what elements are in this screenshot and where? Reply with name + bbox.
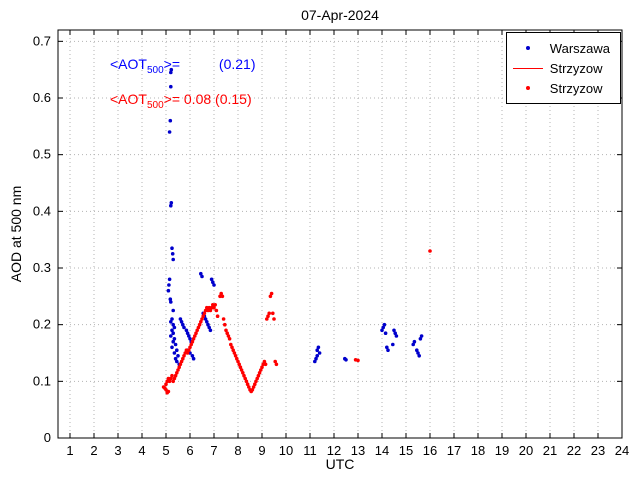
svg-text:13: 13 <box>351 443 365 458</box>
svg-text:24: 24 <box>615 443 629 458</box>
svg-text:0.2: 0.2 <box>33 317 51 332</box>
svg-text:20: 20 <box>519 443 533 458</box>
svg-text:4: 4 <box>138 443 145 458</box>
svg-text:0.5: 0.5 <box>33 147 51 162</box>
svg-text:0.6: 0.6 <box>33 90 51 105</box>
legend-marker <box>513 46 543 50</box>
annotation-warszawa-mean: <AOT500>= (0.21) <box>110 56 255 76</box>
legend: Warszawa Strzyzow Strzyzow <box>505 32 621 104</box>
annotation-text-post: >= (0.21) <box>163 56 256 72</box>
series-strzyzow <box>161 249 432 395</box>
tick-labels: 1 2 3 4 5 6 7 8 9 10 11 12 13 14 15 16 17 18 19 20 21 22 23 240… <box>33 33 629 458</box>
svg-text:9: 9 <box>258 443 265 458</box>
annotation-subscript: 500 <box>146 99 164 111</box>
svg-text:0.4: 0.4 <box>33 203 51 218</box>
svg-text:0.1: 0.1 <box>33 373 51 388</box>
svg-text:6: 6 <box>186 443 193 458</box>
legend-item-strzyzow-dot: Strzyzow <box>513 78 610 98</box>
annotation-subscript: 500 <box>146 64 164 76</box>
svg-text:14: 14 <box>375 443 389 458</box>
svg-text:8: 8 <box>234 443 241 458</box>
svg-text:0.7: 0.7 <box>33 33 51 48</box>
legend-item-strzyzow-line: Strzyzow <box>512 58 610 78</box>
legend-marker <box>513 86 543 90</box>
x-axis-label: UTC <box>325 456 355 472</box>
svg-text:18: 18 <box>471 443 485 458</box>
line-marker-icon <box>512 67 543 69</box>
svg-text:21: 21 <box>543 443 557 458</box>
legend-item-warszawa: Warszawa <box>513 38 610 58</box>
annotation-text-post: >= 0.08 (0.15) <box>163 91 252 107</box>
svg-text:12: 12 <box>327 443 341 458</box>
svg-text:1: 1 <box>66 443 73 458</box>
dot-marker-icon <box>525 46 530 50</box>
svg-text:2: 2 <box>90 443 97 458</box>
svg-text:22: 22 <box>567 443 581 458</box>
svg-text:3: 3 <box>114 443 121 458</box>
svg-text:7: 7 <box>210 443 217 458</box>
annotation-text-pre: <AOT <box>110 56 147 72</box>
dot-marker-icon <box>525 86 530 90</box>
legend-item-label: Strzyzow <box>549 60 603 76</box>
svg-text:10: 10 <box>279 443 293 458</box>
axis-ticks <box>58 30 623 439</box>
svg-text:16: 16 <box>423 443 437 458</box>
svg-text:19: 19 <box>495 443 509 458</box>
legend-item-label: Strzyzow <box>549 80 603 96</box>
annotation-text-pre: <AOT <box>110 91 147 107</box>
svg-text:0.3: 0.3 <box>33 260 51 275</box>
series-warszawa <box>166 67 424 367</box>
svg-text:0: 0 <box>44 430 51 445</box>
legend-marker <box>512 67 543 69</box>
svg-text:23: 23 <box>591 443 605 458</box>
chart-title: 07-Apr-2024 <box>301 7 379 23</box>
svg-text:5: 5 <box>162 443 169 458</box>
svg-text:11: 11 <box>303 443 317 458</box>
svg-text:15: 15 <box>399 443 413 458</box>
axes-box <box>57 29 623 439</box>
svg-text:17: 17 <box>447 443 461 458</box>
annotation-strzyzow-mean: <AOT500>= 0.08 (0.15) <box>110 91 252 111</box>
grid <box>58 30 622 438</box>
y-axis-label: AOD at 500 nm <box>8 185 24 283</box>
legend-item-label: Warszawa <box>549 40 610 56</box>
